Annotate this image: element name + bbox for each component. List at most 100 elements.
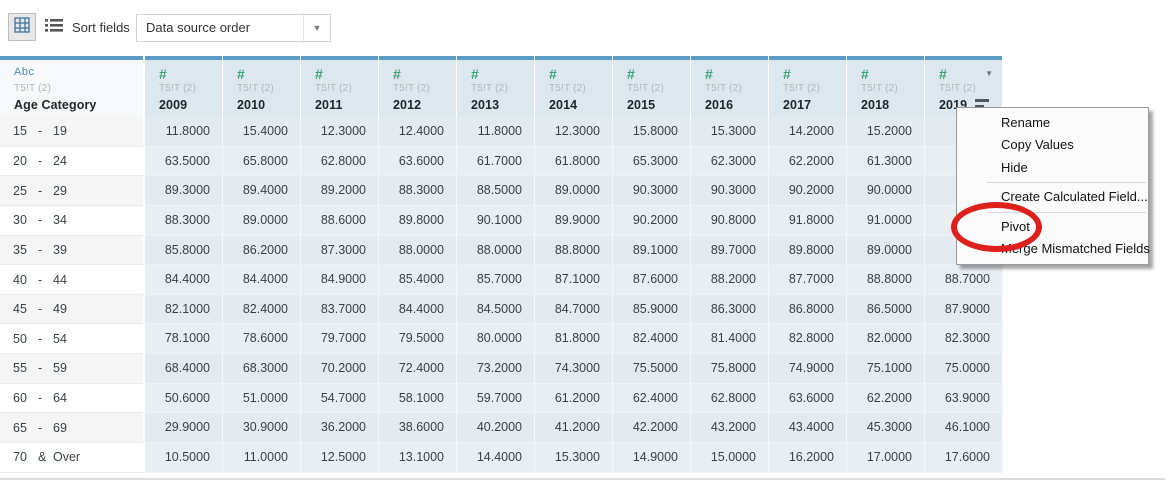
value-cell[interactable]: 75.1000: [847, 354, 925, 384]
value-cell[interactable]: 85.4000: [379, 265, 457, 295]
value-cell[interactable]: 85.8000: [145, 235, 223, 266]
value-cell[interactable]: 89.1000: [613, 235, 691, 266]
value-cell[interactable]: 81.8000: [535, 324, 613, 355]
column-header-2014[interactable]: # T5!T (2) 2014: [535, 56, 613, 117]
value-cell[interactable]: 38.6000: [379, 413, 457, 444]
value-cell[interactable]: 75.0000: [925, 354, 1003, 384]
value-cell[interactable]: 88.3000: [145, 205, 223, 236]
value-cell[interactable]: 82.4000: [613, 324, 691, 355]
value-cell[interactable]: 89.8000: [769, 235, 847, 266]
value-cell[interactable]: 86.2000: [223, 235, 301, 266]
value-cell[interactable]: 17.6000: [925, 443, 1003, 473]
chevron-down-icon[interactable]: ▼: [303, 15, 330, 41]
value-cell[interactable]: 15.0000: [691, 443, 769, 473]
value-cell[interactable]: 41.2000: [535, 413, 613, 444]
value-cell[interactable]: 89.9000: [535, 205, 613, 236]
value-cell[interactable]: 88.0000: [457, 235, 535, 266]
value-cell[interactable]: 50.6000: [145, 383, 223, 414]
value-cell[interactable]: 15.4000: [223, 117, 301, 147]
value-cell[interactable]: 68.3000: [223, 354, 301, 384]
value-cell[interactable]: 90.0000: [847, 176, 925, 206]
value-cell[interactable]: 82.4000: [223, 294, 301, 325]
age-category-cell[interactable]: 40-44: [0, 265, 145, 295]
value-cell[interactable]: 16.2000: [769, 443, 847, 473]
value-cell[interactable]: 63.6000: [379, 146, 457, 177]
value-cell[interactable]: 88.6000: [301, 205, 379, 236]
value-cell[interactable]: 88.8000: [535, 235, 613, 266]
value-cell[interactable]: 70.2000: [301, 354, 379, 384]
age-category-cell[interactable]: 30-34: [0, 205, 145, 236]
value-cell[interactable]: 86.8000: [769, 294, 847, 325]
value-cell[interactable]: 80.0000: [457, 324, 535, 355]
value-cell[interactable]: 73.2000: [457, 354, 535, 384]
value-cell[interactable]: 51.0000: [223, 383, 301, 414]
column-header-2009[interactable]: # T5!T (2) 2009: [145, 56, 223, 117]
value-cell[interactable]: 89.0000: [223, 205, 301, 236]
value-cell[interactable]: 84.9000: [301, 265, 379, 295]
menu-item-pivot[interactable]: Pivot: [1001, 218, 1030, 234]
value-cell[interactable]: 88.2000: [691, 265, 769, 295]
menu-item-copy-values[interactable]: Copy Values: [1001, 137, 1074, 153]
value-cell[interactable]: 79.7000: [301, 324, 379, 355]
value-cell[interactable]: 74.9000: [769, 354, 847, 384]
value-cell[interactable]: 89.7000: [691, 235, 769, 266]
column-header-2012[interactable]: # T5!T (2) 2012: [379, 56, 457, 117]
column-header-2015[interactable]: # T5!T (2) 2015: [613, 56, 691, 117]
age-category-cell[interactable]: 45-49: [0, 294, 145, 325]
value-cell[interactable]: 65.8000: [223, 146, 301, 177]
value-cell[interactable]: 79.5000: [379, 324, 457, 355]
value-cell[interactable]: 75.8000: [691, 354, 769, 384]
value-cell[interactable]: 72.4000: [379, 354, 457, 384]
value-cell[interactable]: 12.5000: [301, 443, 379, 473]
value-cell[interactable]: 89.0000: [535, 176, 613, 206]
value-cell[interactable]: 87.1000: [535, 265, 613, 295]
age-category-cell[interactable]: 60-64: [0, 383, 145, 414]
value-cell[interactable]: 61.8000: [535, 146, 613, 177]
value-cell[interactable]: 88.3000: [379, 176, 457, 206]
value-cell[interactable]: 84.4000: [379, 294, 457, 325]
column-header-2018[interactable]: # T5!T (2) 2018: [847, 56, 925, 117]
value-cell[interactable]: 62.4000: [613, 383, 691, 414]
value-cell[interactable]: 84.7000: [535, 294, 613, 325]
age-category-cell[interactable]: 20-24: [0, 146, 145, 177]
value-cell[interactable]: 12.3000: [301, 117, 379, 147]
value-cell[interactable]: 89.8000: [379, 205, 457, 236]
value-cell[interactable]: 75.5000: [613, 354, 691, 384]
value-cell[interactable]: 68.4000: [145, 354, 223, 384]
column-header-age-category[interactable]: Abc T5!T (2) Age Category: [0, 56, 145, 117]
value-cell[interactable]: 88.8000: [847, 265, 925, 295]
value-cell[interactable]: 61.3000: [847, 146, 925, 177]
value-cell[interactable]: 14.4000: [457, 443, 535, 473]
column-header-2010[interactable]: # T5!T (2) 2010: [223, 56, 301, 117]
value-cell[interactable]: 15.8000: [613, 117, 691, 147]
value-cell[interactable]: 89.3000: [145, 176, 223, 206]
value-cell[interactable]: 62.2000: [847, 383, 925, 414]
menu-item-hide[interactable]: Hide: [1001, 159, 1028, 175]
age-category-cell[interactable]: 55-59: [0, 354, 145, 384]
value-cell[interactable]: 81.4000: [691, 324, 769, 355]
value-cell[interactable]: 90.8000: [691, 205, 769, 236]
menu-item-merge-mismatched-fields[interactable]: Merge Mismatched Fields: [1001, 240, 1150, 256]
value-cell[interactable]: 90.3000: [613, 176, 691, 206]
value-cell[interactable]: 36.2000: [301, 413, 379, 444]
value-cell[interactable]: 85.9000: [613, 294, 691, 325]
value-cell[interactable]: 11.0000: [223, 443, 301, 473]
value-cell[interactable]: 88.0000: [379, 235, 457, 266]
value-cell[interactable]: 88.5000: [457, 176, 535, 206]
value-cell[interactable]: 82.1000: [145, 294, 223, 325]
value-cell[interactable]: 89.0000: [847, 235, 925, 266]
age-category-cell[interactable]: 35-39: [0, 235, 145, 266]
value-cell[interactable]: 62.2000: [769, 146, 847, 177]
value-cell[interactable]: 90.3000: [691, 176, 769, 206]
age-category-cell[interactable]: 50-54: [0, 324, 145, 355]
value-cell[interactable]: 12.3000: [535, 117, 613, 147]
value-cell[interactable]: 15.2000: [847, 117, 925, 147]
value-cell[interactable]: 63.9000: [925, 383, 1003, 414]
column-header-2011[interactable]: # T5!T (2) 2011: [301, 56, 379, 117]
value-cell[interactable]: 82.8000: [769, 324, 847, 355]
value-cell[interactable]: 84.5000: [457, 294, 535, 325]
age-category-cell[interactable]: 65-69: [0, 413, 145, 444]
value-cell[interactable]: 15.3000: [691, 117, 769, 147]
value-cell[interactable]: 87.3000: [301, 235, 379, 266]
age-category-cell[interactable]: 15-19: [0, 117, 145, 147]
